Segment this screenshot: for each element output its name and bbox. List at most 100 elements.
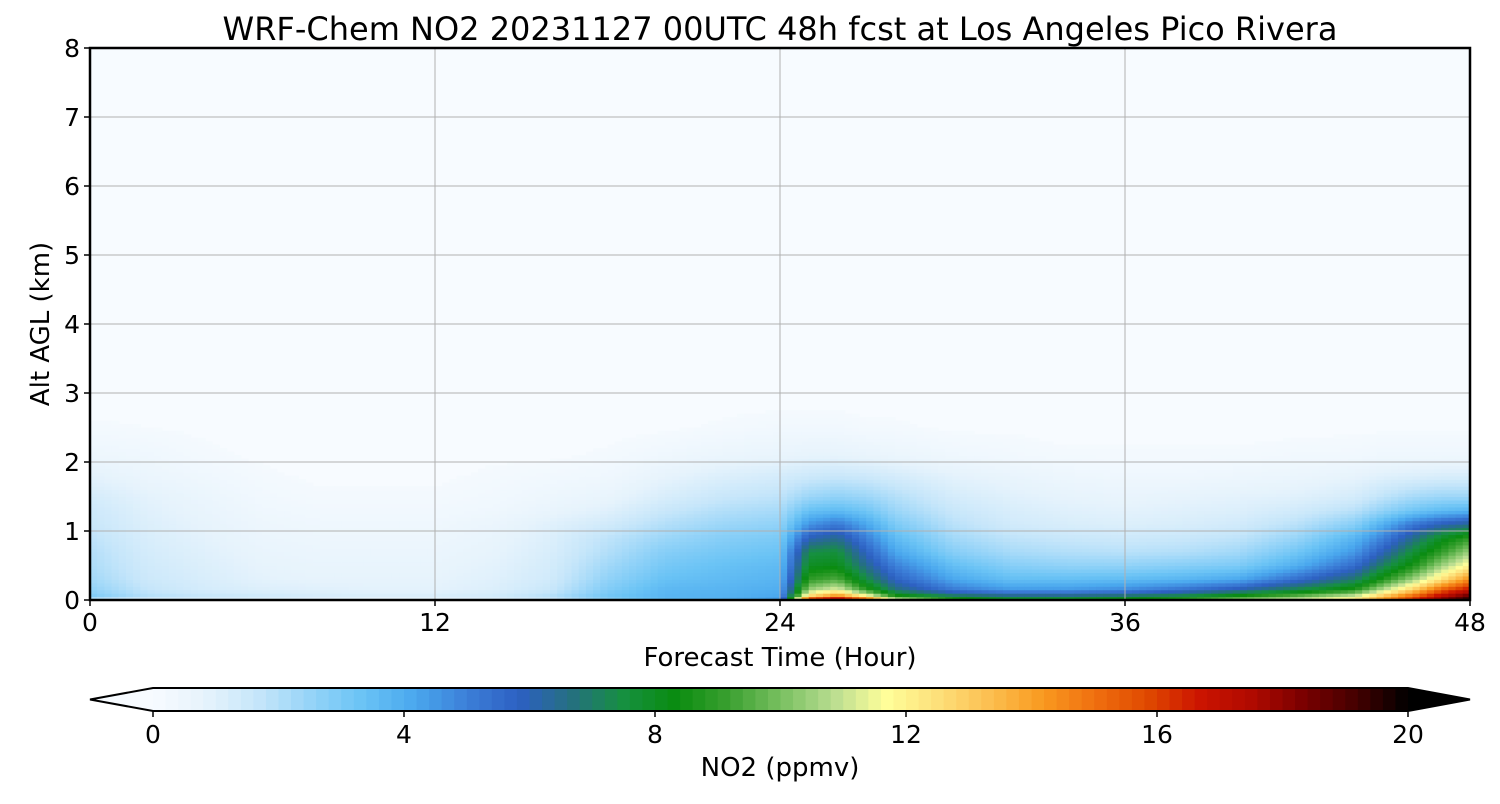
heatmap-cell <box>830 427 839 432</box>
heatmap-cell <box>823 437 831 442</box>
heatmap-cell <box>363 499 371 504</box>
heatmap-cell <box>212 524 220 529</box>
heatmap-cell <box>772 572 781 577</box>
heatmap-cell <box>183 575 192 580</box>
heatmap-cell <box>801 434 810 439</box>
heatmap-cell <box>729 562 738 567</box>
heatmap-cell <box>815 458 824 463</box>
heatmap-cell <box>607 593 616 598</box>
heatmap-cell <box>506 479 515 484</box>
heatmap-cell <box>312 527 321 532</box>
heatmap-cell <box>485 586 494 591</box>
heatmap-cell <box>197 496 206 501</box>
heatmap-cell <box>169 462 177 467</box>
heatmap-cell <box>736 579 745 584</box>
heatmap-cell <box>269 493 278 498</box>
heatmap-cell <box>780 503 788 508</box>
heatmap-cell <box>506 537 515 542</box>
heatmap-cell <box>133 486 141 491</box>
heatmap-cell <box>528 548 537 553</box>
heatmap-cell <box>219 458 228 463</box>
heatmap-cell <box>190 506 199 511</box>
heatmap-cell <box>140 437 149 442</box>
heatmap-cell <box>614 555 623 560</box>
heatmap-cell <box>269 489 278 494</box>
heatmap-cell <box>140 544 149 549</box>
heatmap-cell <box>607 458 616 463</box>
heatmap-cell <box>435 568 443 573</box>
heatmap-cell <box>535 513 544 518</box>
heatmap-cell <box>665 541 673 546</box>
heatmap-cell <box>772 496 781 501</box>
heatmap-cell <box>665 430 673 435</box>
heatmap-cell <box>240 517 249 522</box>
heatmap-cell <box>226 472 235 477</box>
heatmap-cell <box>463 479 472 484</box>
heatmap-cell <box>542 534 551 539</box>
heatmap-cell <box>780 475 788 480</box>
heatmap-cell <box>212 568 220 573</box>
heatmap-cell <box>154 475 163 480</box>
heatmap-cell <box>111 479 120 484</box>
heatmap-cell <box>370 548 379 553</box>
heatmap-cell <box>140 506 149 511</box>
heatmap-cell <box>413 582 422 587</box>
heatmap-cell <box>787 441 795 446</box>
heatmap-cell <box>729 544 738 549</box>
heatmap-cell <box>837 593 846 598</box>
heatmap-cell <box>700 548 709 553</box>
heatmap-cell <box>693 455 702 460</box>
heatmap-cell <box>205 489 213 494</box>
heatmap-cell <box>528 568 537 573</box>
heatmap-cell <box>866 568 875 573</box>
heatmap-cell <box>722 565 731 570</box>
heatmap-cell <box>255 582 264 587</box>
heatmap-cell <box>384 548 393 553</box>
heatmap-cell <box>887 582 896 587</box>
heatmap-cell <box>176 565 185 570</box>
heatmap-cell <box>564 527 573 532</box>
heatmap-cell <box>147 475 156 480</box>
heatmap-cell <box>614 465 623 470</box>
heatmap-cell <box>550 462 558 467</box>
heatmap-cell <box>140 468 149 473</box>
heatmap-cell <box>844 475 853 480</box>
heatmap-cell <box>470 510 479 515</box>
heatmap-cell <box>585 520 594 525</box>
heatmap-cell <box>233 524 242 529</box>
heatmap-cell <box>880 482 889 487</box>
heatmap-cell <box>823 417 831 422</box>
heatmap-cell <box>240 496 249 501</box>
heatmap-cell <box>320 541 328 546</box>
heatmap-cell <box>104 451 113 456</box>
heatmap-cell <box>693 513 702 518</box>
heatmap-cell <box>693 568 702 573</box>
heatmap-cell <box>600 531 609 536</box>
heatmap-cell <box>650 448 659 453</box>
heatmap-cell <box>320 520 328 525</box>
heatmap-cell <box>190 593 199 598</box>
heatmap-cell <box>212 465 220 470</box>
heatmap-cell <box>823 486 831 491</box>
heatmap-cell <box>506 499 515 504</box>
heatmap-cell <box>837 589 846 594</box>
heatmap-cell <box>413 572 422 577</box>
heatmap-cell <box>492 555 501 560</box>
heatmap-cell <box>593 527 601 532</box>
heatmap-cell <box>312 572 321 577</box>
heatmap-cell <box>427 537 436 542</box>
heatmap-cell <box>406 531 415 536</box>
heatmap-cell <box>212 493 220 498</box>
heatmap-cell <box>176 434 185 439</box>
heatmap-cell <box>176 493 185 498</box>
heatmap-cell <box>478 544 486 549</box>
heatmap-cell <box>183 527 192 532</box>
heatmap-cell <box>521 544 530 549</box>
heatmap-cell <box>384 555 393 560</box>
heatmap-cell <box>233 517 242 522</box>
heatmap-cell <box>420 582 429 587</box>
heatmap-cell <box>291 531 300 536</box>
heatmap-cell <box>859 499 867 504</box>
heatmap-cell <box>715 548 724 553</box>
heatmap-cell <box>787 562 795 567</box>
